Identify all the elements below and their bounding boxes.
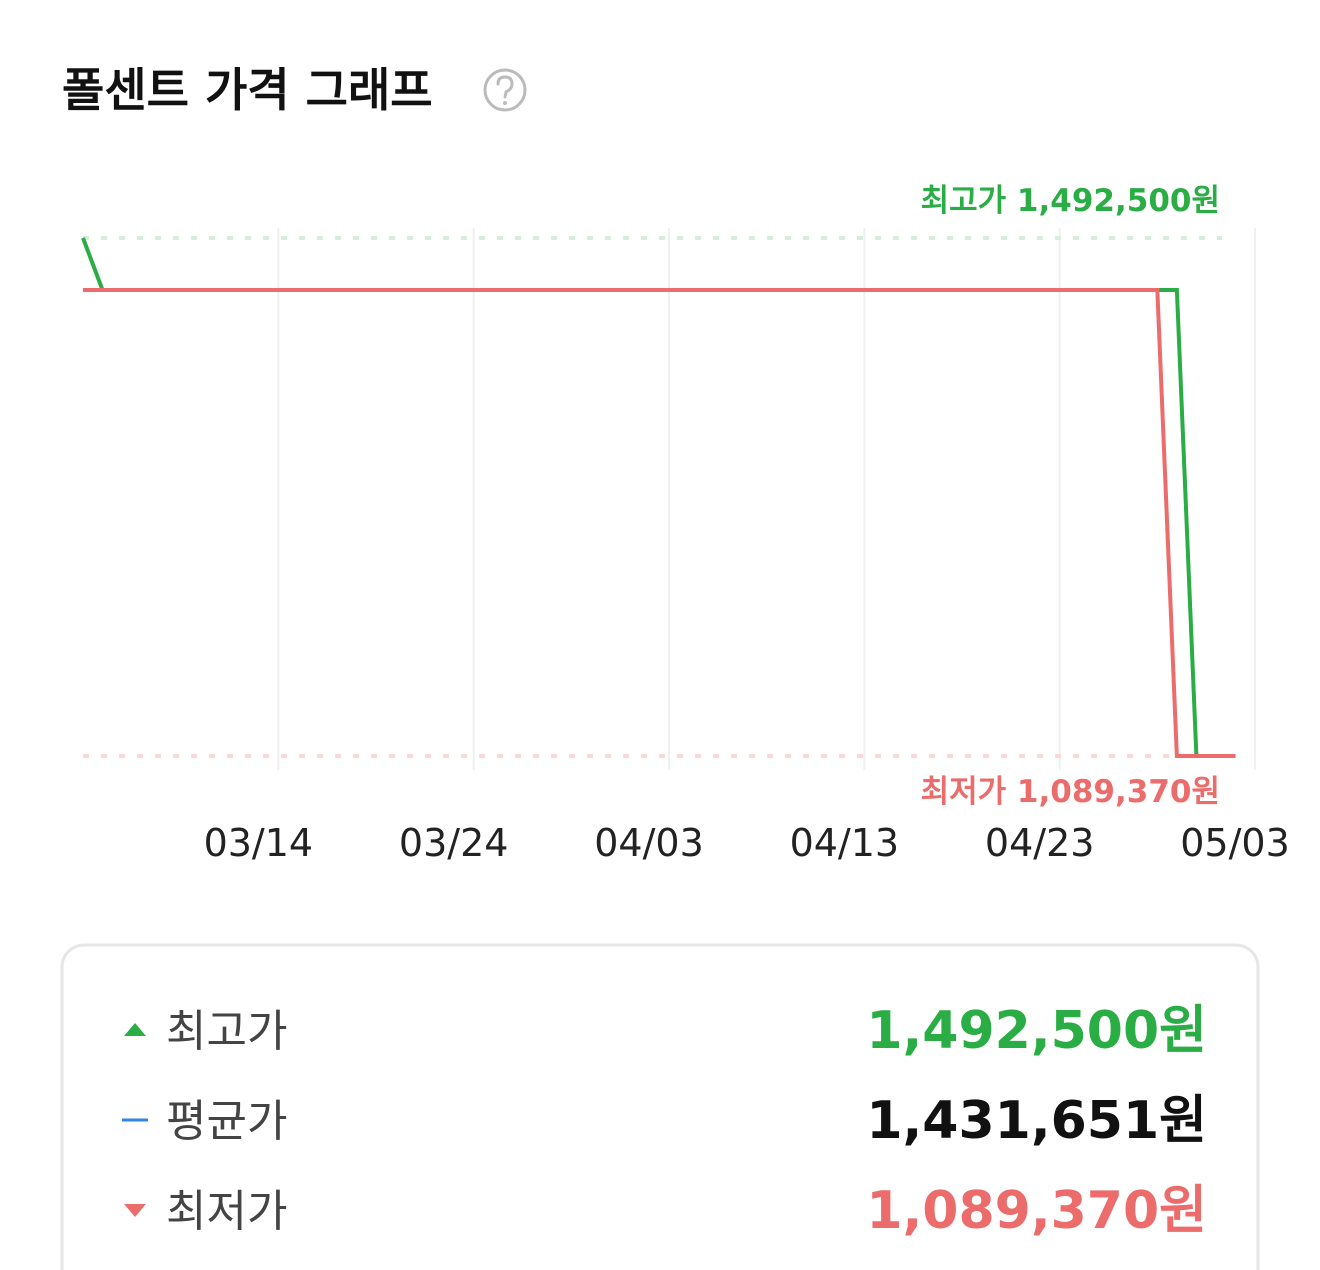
x-tick-label: 04/03 [594,821,704,865]
chart: 03/14 03/24 04/03 04/13 04/23 05/03 최고가 1,492,… [81,183,1290,865]
x-tick-label: 03/14 [204,821,314,865]
summary-label: 최고가 [166,1006,287,1057]
price-line [83,288,1236,758]
help-glyph [496,75,514,99]
x-tick-label: 04/13 [790,821,900,865]
summary-label: 최저가 [166,1186,287,1237]
summary-value: 1,431,651원 [866,1091,1207,1151]
reference-label: 최고가 1,492,500원 [921,183,1220,219]
help-icon[interactable] [483,68,527,112]
summary-label: 평균가 [166,1096,287,1147]
x-tick-label: 04/23 [985,821,1095,865]
summary-box [60,943,1260,1270]
marker-up [124,1023,146,1036]
x-tick-label: 05/03 [1180,821,1290,865]
summary-value: 1,492,500원 [866,1001,1207,1061]
help-circle [483,68,527,112]
marker-down [124,1204,146,1217]
help-dot [503,101,507,105]
x-tick-label: 03/24 [399,821,509,865]
reference-label: 최저가 1,089,370원 [921,774,1220,810]
summary-value: 1,089,370원 [866,1181,1207,1241]
page-title: 폴센트 가격 그래프 [62,63,433,117]
